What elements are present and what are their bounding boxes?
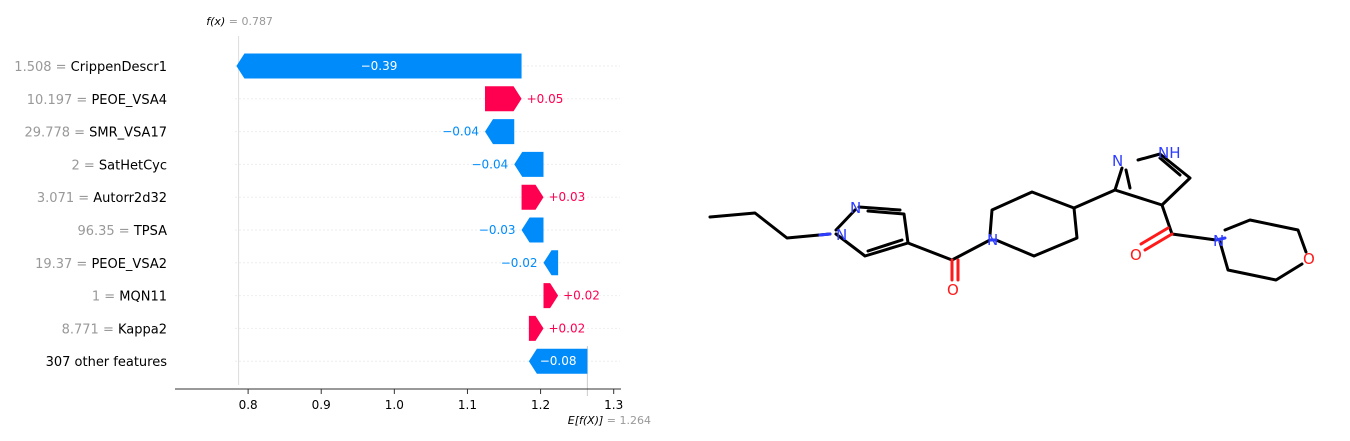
atom-label: O	[1303, 250, 1315, 268]
x-tick-label: 1.0	[385, 398, 404, 412]
atom-label: N	[836, 226, 847, 244]
contribution-label: +0.02	[548, 321, 585, 335]
x-tick-label: 1.1	[458, 398, 477, 412]
x-tick-label: 0.8	[239, 398, 258, 412]
contribution-label: −0.03	[479, 223, 516, 237]
contribution-label: +0.02	[563, 289, 600, 303]
waterfall-bar	[528, 348, 588, 374]
waterfall-bar	[528, 315, 544, 341]
waterfall-bar	[485, 119, 515, 145]
feature-label: 10.197 = PEOE_VSA4	[27, 93, 167, 108]
contribution-label: +0.03	[548, 190, 585, 204]
waterfall-bar	[543, 283, 559, 309]
waterfall-bar	[485, 86, 522, 112]
shap-waterfall-chart: −0.39 1.508 = CrippenDescr1 +0.05 10.197 = …	[14, 15, 651, 427]
fx-annotation: f(x) = 0.787	[206, 15, 273, 28]
feature-label: 1.508 = CrippenDescr1	[14, 60, 167, 75]
feature-label: 3.071 = Autorr2d32	[37, 191, 167, 206]
feature-label: 19.37 = PEOE_VSA2	[35, 257, 167, 272]
atom-label: O	[947, 281, 959, 299]
feature-label: 29.778 = SMR_VSA17	[25, 126, 167, 141]
feature-label: 96.35 = TPSA	[77, 224, 167, 239]
atom-label: O	[1130, 246, 1142, 264]
atom-label: N	[850, 199, 861, 217]
atom-label: N	[1112, 152, 1123, 170]
waterfall-bar	[514, 151, 544, 177]
x-tick-label: 1.3	[604, 398, 623, 412]
waterfall-bar	[543, 250, 559, 276]
x-tick-label: 0.9	[312, 398, 331, 412]
atom-label: N	[1213, 232, 1224, 250]
contribution-label: +0.05	[527, 92, 564, 106]
molecule-heteroatom-bonds	[818, 232, 1227, 242]
waterfall-bar	[521, 217, 544, 243]
molecule-structure-image: N N N N NH N O O O	[708, 144, 1315, 299]
molecule-bonds	[708, 152, 1308, 282]
waterfall-bar	[236, 53, 522, 79]
feature-label: 8.771 = Kappa2	[62, 322, 167, 337]
feature-label: 307 other features	[46, 355, 168, 370]
atom-label: N	[987, 231, 998, 249]
contribution-label: −0.39	[361, 59, 398, 73]
base-value-annotation: E[f(X)] = 1.264	[568, 414, 651, 427]
atom-label: NH	[1158, 144, 1181, 162]
contribution-label: −0.02	[501, 256, 538, 270]
waterfall-bar	[521, 184, 544, 210]
feature-label: 1 = MQN11	[92, 290, 167, 305]
contribution-label: −0.04	[442, 125, 479, 139]
contribution-label: −0.04	[471, 157, 508, 171]
feature-label: 2 = SatHetCyc	[71, 158, 167, 173]
molecule-atom-labels: N N N N NH N O O O	[836, 144, 1315, 299]
contribution-label: −0.08	[540, 354, 577, 368]
x-tick-label: 1.2	[531, 398, 550, 412]
